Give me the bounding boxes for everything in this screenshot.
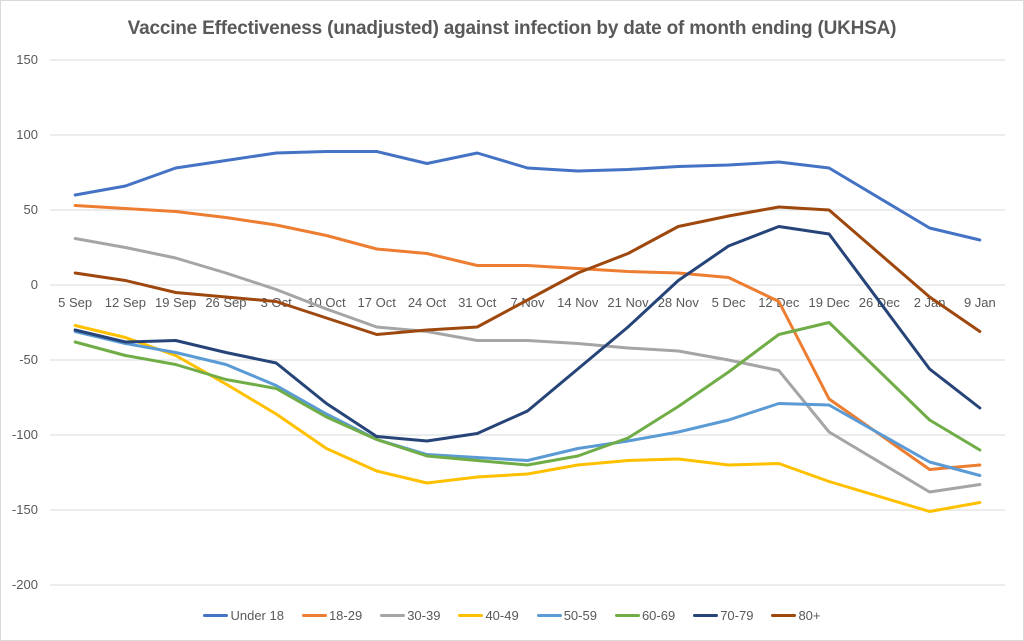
legend-item: 80+ [771,608,821,623]
legend-item: 40-49 [458,608,519,623]
y-tick-label: -50 [19,352,38,367]
legend-swatch [536,614,562,617]
series-line-30-39 [73,237,982,494]
x-tick-label: 19 Dec [808,295,850,310]
legend-label: 18-29 [328,608,363,623]
legend-item: Under 18 [203,608,284,623]
legend-swatch [458,614,484,617]
legend-swatch [203,614,229,617]
series-line-40-49 [73,324,982,513]
legend-label: 50-59 [563,608,597,623]
series-line-80- [73,205,982,336]
legend-label: 80+ [798,608,821,623]
legend-item: 50-59 [536,608,597,623]
legend-swatch [301,614,327,617]
legend-label: 70-79 [720,608,754,623]
x-tick-label: 12 Sep [105,295,146,310]
y-tick-label: 100 [16,127,38,142]
x-tick-label: 2 Jan [914,295,946,310]
legend-label: 40-49 [485,608,519,623]
chart-title: Vaccine Effectiveness (unadjusted) again… [127,18,897,39]
y-tick-label: -200 [12,577,38,592]
x-tick-label: 31 Oct [458,295,497,310]
x-tick-label: 5 Sep [58,295,92,310]
legend-label: Under 18 [230,608,284,623]
y-tick-label: 50 [24,202,38,217]
x-axis-ticks: 5 Sep 12 Sep 19 Sep 26 Sep 3 Oct 10 Oct 17 Oct… [58,295,996,310]
x-tick-label: 28 Nov [658,295,700,310]
series-line-50-59 [73,330,982,477]
legend-label: 60-69 [641,608,676,623]
legend-item: 30-39 [380,608,440,623]
x-tick-label: 7 Nov [511,295,545,310]
legend-swatch [380,614,406,617]
x-tick-label: 19 Sep [155,295,196,310]
legend-item: 18-29 [301,608,363,623]
y-tick-label: 150 [16,52,38,67]
legend-swatch [693,614,719,617]
x-tick-label: 21 Nov [607,295,649,310]
legend-swatch [771,614,797,617]
legend: Under 18 18-29 30-39 40-49 50-59 60-69 70-79 80… [0,608,1024,623]
series-line-60-69 [73,321,982,467]
y-tick-label: 0 [31,277,38,292]
legend-item: 60-69 [614,608,676,623]
series-line-18-29 [73,204,982,471]
y-axis-ticks: 150 100 50 0 -50 -100 -150 -200 [12,52,38,592]
x-tick-label: 24 Oct [408,295,447,310]
y-tick-label: -150 [12,502,38,517]
legend-swatch [614,614,640,617]
series-line-under-18 [73,150,982,242]
series-lines [73,150,982,513]
legend-item: 70-79 [693,608,753,623]
x-tick-label: 17 Oct [358,295,397,310]
gridlines [50,59,1005,586]
x-tick-label: 9 Jan [964,295,996,310]
x-tick-label: 5 Dec [712,295,746,310]
x-tick-label: 14 Nov [557,295,599,310]
y-tick-label: -100 [12,427,38,442]
series-line-70-79 [73,225,982,443]
legend-label: 30-39 [407,608,441,623]
